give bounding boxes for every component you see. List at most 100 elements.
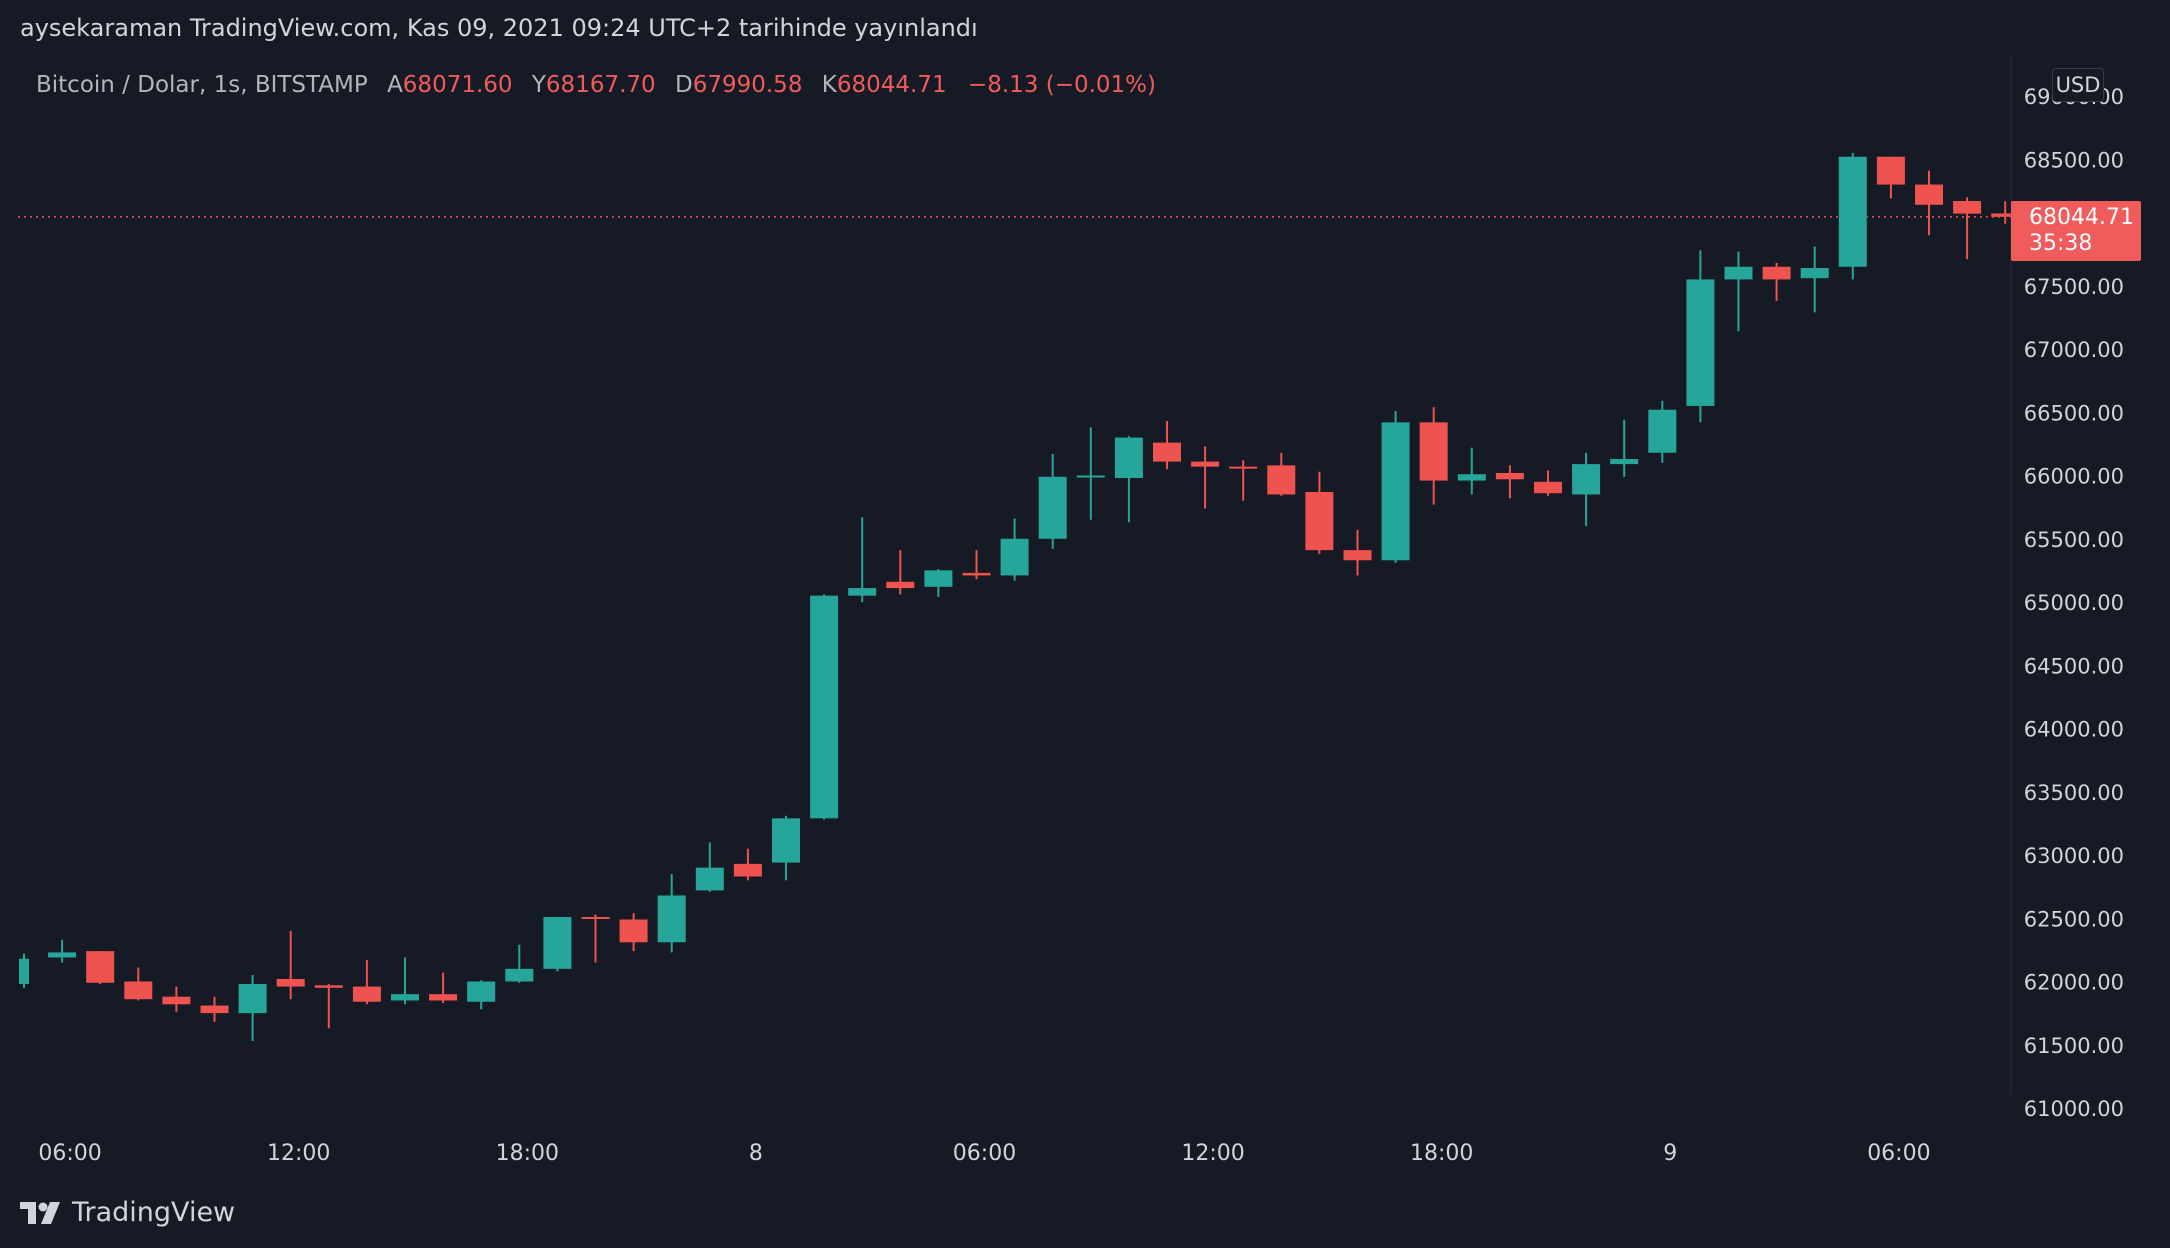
candle (1419, 407, 1448, 505)
candle (1800, 246, 1829, 313)
price-tick-label: 63500.00 (2024, 781, 2124, 805)
candle (772, 815, 800, 881)
candle-body (162, 996, 191, 1005)
candle (810, 594, 839, 820)
candle-body (238, 984, 267, 1014)
candle-body (1267, 465, 1296, 495)
legend-symbol[interactable]: Bitcoin / Dolar, 1s, BITSTAMP (36, 72, 368, 98)
candle (1343, 529, 1372, 576)
candle (1000, 518, 1029, 581)
candle (1991, 201, 2020, 224)
price-tick-label: 64000.00 (2024, 718, 2124, 742)
candle-body (695, 867, 724, 891)
candle-body (810, 595, 839, 819)
time-tick-label: 12:00 (267, 1141, 330, 1166)
price-tick-label: 66000.00 (2024, 465, 2124, 489)
candle-body (505, 968, 534, 982)
candle-body (467, 981, 496, 1002)
last-price-value: 68044.71 (2029, 204, 2134, 230)
candle (1229, 460, 1258, 501)
legend-low-label: D (674, 72, 693, 98)
candle-body (429, 994, 458, 1001)
candle-body (1572, 464, 1601, 495)
candle (886, 550, 915, 595)
candle (543, 916, 572, 972)
candle (962, 550, 991, 580)
candle (924, 569, 953, 597)
candle-body (733, 863, 762, 877)
candle-body (1457, 474, 1486, 481)
legend-high-label: Y (531, 72, 546, 98)
candle (733, 848, 762, 881)
candle (695, 842, 724, 892)
price-tick-label: 63000.00 (2024, 844, 2124, 868)
price-tick-label: 67000.00 (2024, 338, 2124, 362)
candle (1915, 170, 1943, 236)
candle-body (886, 581, 915, 589)
candle (1686, 250, 1715, 423)
price-tick-label: 64500.00 (2024, 654, 2124, 678)
legend-low-value: 67990.58 (692, 72, 803, 98)
tradingview-logo-icon (20, 1201, 60, 1224)
candle (1305, 471, 1334, 554)
last-price-tag: 68044.71 35:38 (2011, 200, 2141, 261)
time-axis: 06:00 12:00 18:00 8 06:00 12:00 18:00 9 06:00 (38, 1141, 1930, 1166)
price-tick-label: 66500.00 (2024, 401, 2124, 425)
candle (1153, 421, 1181, 470)
candle (1838, 152, 1867, 280)
candle (848, 517, 877, 602)
candle-body (1343, 550, 1372, 561)
candle-body (1610, 459, 1639, 465)
candle (1534, 470, 1562, 496)
time-tick-label: 12:00 (1181, 1141, 1244, 1166)
candle (1495, 465, 1524, 499)
candle-body (1076, 475, 1105, 478)
candle-body (1305, 491, 1334, 551)
candle (162, 986, 191, 1012)
candle (429, 972, 458, 1004)
candle-body (962, 572, 991, 576)
legend-open-value: 68071.60 (402, 72, 513, 98)
candle (1114, 436, 1143, 523)
candle-body (1534, 481, 1562, 494)
price-tick-label: 65000.00 (2024, 591, 2124, 615)
price-tick-label: 61000.00 (2024, 1097, 2124, 1121)
candle (314, 984, 343, 1029)
candle (657, 873, 686, 953)
candle-body (1229, 466, 1258, 469)
candle-body (1114, 437, 1143, 479)
tradingview-brand[interactable]: TradingView (20, 1197, 235, 1228)
candle-body (1762, 266, 1791, 280)
candle (200, 996, 229, 1022)
candle (1076, 427, 1105, 520)
candle (505, 944, 534, 983)
candles-layer (19, 152, 2020, 1041)
candle-body (314, 985, 343, 988)
candle-body (1419, 422, 1448, 481)
time-tick-label: 06:00 (1867, 1141, 1930, 1166)
time-tick-label: 06:00 (38, 1141, 101, 1166)
candle (581, 914, 610, 963)
candle-body (657, 895, 686, 943)
currency-button[interactable]: USD (2052, 68, 2104, 102)
candle-body (619, 919, 648, 943)
candle-body (124, 981, 153, 1000)
candle-body (772, 818, 800, 863)
candle-body (1991, 213, 2020, 217)
bar-countdown: 35:38 (2029, 230, 2093, 256)
candle (619, 913, 648, 952)
legend-high-value: 68167.70 (545, 72, 656, 98)
price-tick-label: 65500.00 (2024, 528, 2124, 552)
candle-body (352, 986, 381, 1002)
candle-body (924, 570, 953, 587)
candle (1267, 452, 1296, 496)
candle-body (1724, 266, 1753, 280)
candle (48, 939, 77, 963)
time-tick-label: 8 (749, 1141, 763, 1166)
candle-body (1648, 409, 1677, 453)
candle-body (1191, 461, 1220, 467)
candle (238, 975, 267, 1041)
price-tick-label: 61500.00 (2024, 1034, 2124, 1058)
candle-body (86, 951, 115, 983)
